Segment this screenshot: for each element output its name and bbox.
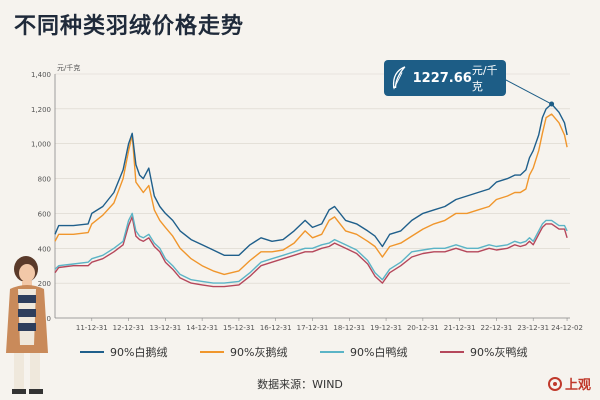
x-tick-label: 16-12-31 [260,324,292,332]
x-tick-label: 19-12-31 [370,324,402,332]
peak-point [549,101,555,107]
logo-text: 上观 [565,378,592,393]
series-line-1 [54,113,568,276]
x-tick-label: 18-12-31 [333,324,365,332]
legend-swatch [200,351,224,353]
axes: 0 200 400 600 800 1,000 1,200 1,400 元/千克 11-12-31… [31,63,583,332]
series-lines [54,103,568,288]
x-tick-label: 15-12-31 [223,324,255,332]
legend-item-gray-goose: 90%灰鹅绒 [200,344,287,360]
logo-mark-icon [548,376,562,391]
callout-connector [505,79,555,107]
peak-value-callout: 1227.66 元/千克 [384,60,506,96]
legend-item-white-goose: 90%白鹅绒 [80,344,167,360]
series-line-2 [54,212,568,284]
x-tick-label: 13-12-31 [149,324,181,332]
legend-swatch [320,351,344,353]
legend-swatch [80,351,104,353]
chart-legend: 90%白鹅绒 90%灰鹅绒 90%白鸭绒 90%灰鸭绒 [80,344,560,360]
legend-label: 90%白鸭绒 [350,346,408,359]
legend-label: 90%灰鹅绒 [230,346,288,359]
y-tick-label: 600 [38,210,51,218]
data-source-note: 数据来源：WIND [257,378,343,391]
publisher-logo: 上观 [548,374,591,393]
grid-lines [55,73,570,319]
callout-unit: 元/千克 [471,64,498,93]
person-illustration [6,256,48,394]
x-tick-label: 14-12-31 [186,324,218,332]
series-line-0 [54,103,568,256]
callout-leader-line [505,79,552,105]
legend-label: 90%白鹅绒 [110,346,168,359]
x-tick-label: 23-12-31 [517,324,549,332]
y-tick-label: 400 [38,245,51,253]
x-tick-label: 20-12-31 [407,324,439,332]
chart-title: 不同种类羽绒价格走势 [14,14,245,39]
x-tick-label: 22-12-31 [481,324,513,332]
legend-swatch [440,351,464,353]
feather-icon [392,66,406,90]
x-tick-label: 24-12-02 [551,324,583,332]
y-unit-label: 元/千克 [57,63,80,72]
legend-item-gray-duck: 90%灰鸭绒 [440,344,527,360]
y-tick-label: 0 [47,315,51,323]
y-tick-label: 1,000 [31,141,51,149]
legend-item-white-duck: 90%白鸭绒 [320,344,407,360]
callout-value: 1227.66 [412,70,472,86]
y-tick-label: 800 [38,176,51,184]
series-line-3 [54,216,568,288]
y-tick-label: 1,200 [31,106,51,114]
x-tick-label: 17-12-31 [297,324,329,332]
x-tick-label: 21-12-31 [444,324,476,332]
x-tick-label: 12-12-31 [113,324,145,332]
y-tick-label: 200 [38,280,51,288]
legend-label: 90%灰鸭绒 [470,346,528,359]
x-tick-label: 11-12-31 [76,324,108,332]
y-tick-label: 1,400 [31,71,51,79]
